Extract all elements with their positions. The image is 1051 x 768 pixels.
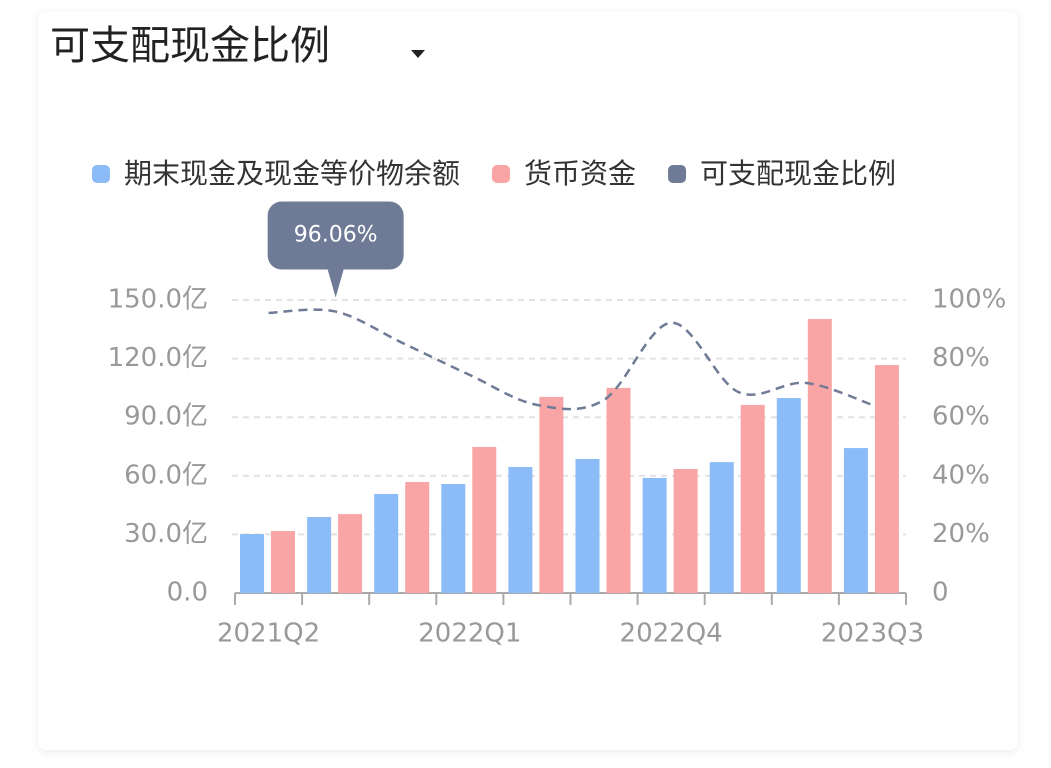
bar [575, 459, 600, 593]
bar [508, 467, 533, 593]
y2-tick-label: 80% [932, 343, 990, 373]
y2-tick-label: 20% [932, 519, 990, 549]
legend-label: 期末现金及现金等价物余额 [124, 157, 460, 190]
y2-tick-label: 60% [932, 402, 990, 432]
bar [374, 493, 399, 593]
bar [807, 318, 832, 593]
line [268, 308, 873, 411]
bar [405, 482, 430, 593]
y2-tick-label: 100% [932, 285, 1006, 315]
bar [776, 398, 801, 593]
x-tick-label: 2021Q2 [217, 619, 320, 649]
tooltip-box [267, 201, 404, 298]
bar [709, 462, 734, 593]
y2-tick-label: 0 [932, 578, 949, 608]
bar [740, 404, 765, 593]
bar [606, 387, 631, 593]
bar [673, 468, 698, 593]
x-tick-label: 2023Q3 [821, 619, 924, 649]
y-tick-label: 150.0亿 [108, 285, 208, 315]
x-tick-label: 2022Q1 [418, 619, 521, 649]
legend-swatch [668, 165, 687, 183]
legend-swatch [92, 165, 110, 183]
bar [539, 396, 564, 593]
tooltip-label: 96.06% [294, 223, 378, 248]
bar [338, 514, 363, 593]
legend-label: 可支配现金比例 [700, 157, 896, 190]
bar [240, 534, 264, 593]
bar [843, 448, 868, 593]
x-tick-label: 2022Q4 [620, 619, 723, 649]
chart-title: 可支配现金比例 [50, 23, 330, 69]
y-tick-label: 30.0亿 [124, 519, 208, 549]
dropdown-icon[interactable] [411, 50, 425, 58]
bar [271, 531, 295, 593]
y-tick-label: 60.0亿 [124, 460, 208, 490]
y-tick-label: 0.0 [167, 578, 208, 608]
bar [307, 517, 332, 593]
legend-label: 货币资金 [524, 157, 636, 190]
y2-tick-label: 40% [932, 460, 990, 490]
legend-swatch [492, 165, 511, 183]
y-tick-label: 120.0亿 [108, 343, 208, 373]
bar [874, 365, 899, 593]
y-tick-label: 90.0亿 [124, 402, 208, 432]
bar [441, 484, 466, 593]
bar [642, 477, 667, 593]
card [38, 12, 1018, 750]
bar [472, 446, 497, 593]
